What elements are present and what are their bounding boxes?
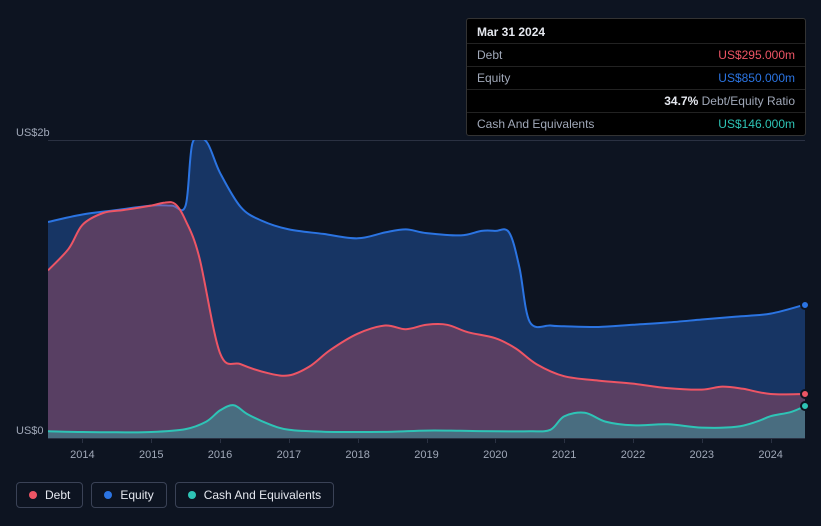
legend-label: Cash And Equivalents [204, 488, 321, 502]
x-axis-label: 2021 [552, 449, 576, 461]
x-axis-label: 2019 [414, 449, 438, 461]
endpoint-marker-cash-and-equivalents [800, 401, 810, 411]
x-axis-label: 2015 [139, 449, 163, 461]
legend-dot-icon [29, 491, 37, 499]
chart-plot [48, 140, 805, 438]
legend-label: Equity [120, 488, 153, 502]
x-axis-label: 2018 [345, 449, 369, 461]
legend-item-cash-and-equivalents[interactable]: Cash And Equivalents [175, 482, 334, 508]
x-tickmark [358, 438, 359, 443]
x-axis-label: 2017 [277, 449, 301, 461]
tooltip-value: US$146.000m [718, 117, 795, 131]
tooltip-row: EquityUS$850.000m [467, 67, 805, 90]
tooltip-label: Debt [477, 48, 718, 62]
x-tickmark [771, 438, 772, 443]
legend-item-debt[interactable]: Debt [16, 482, 83, 508]
y-axis-label: US$2b [16, 127, 50, 139]
x-tickmark [702, 438, 703, 443]
tooltip-date: Mar 31 2024 [467, 19, 805, 44]
tooltip-value: 34.7% Debt/Equity Ratio [664, 94, 795, 108]
x-axis-label: 2014 [70, 449, 94, 461]
x-axis-label: 2020 [483, 449, 507, 461]
tooltip-label: Equity [477, 71, 718, 85]
tooltip-label [477, 94, 664, 108]
tooltip-row: 34.7% Debt/Equity Ratio [467, 90, 805, 113]
legend-label: Debt [45, 488, 70, 502]
x-tickmark [427, 438, 428, 443]
x-axis-label: 2023 [690, 449, 714, 461]
legend-item-equity[interactable]: Equity [91, 482, 166, 508]
tooltip-label: Cash And Equivalents [477, 117, 718, 131]
tooltip-value: US$850.000m [718, 71, 795, 85]
legend-dot-icon [188, 491, 196, 499]
x-axis-label: 2022 [621, 449, 645, 461]
tooltip-row: DebtUS$295.000m [467, 44, 805, 67]
x-axis-label: 2024 [758, 449, 782, 461]
y-axis-label: US$0 [16, 425, 44, 437]
x-tickmark [82, 438, 83, 443]
x-axis-label: 2016 [208, 449, 232, 461]
x-tickmark [151, 438, 152, 443]
x-tickmark [564, 438, 565, 443]
tooltip-row: Cash And EquivalentsUS$146.000m [467, 113, 805, 135]
x-tickmark [495, 438, 496, 443]
x-tickmark [220, 438, 221, 443]
legend-dot-icon [104, 491, 112, 499]
tooltip-panel: Mar 31 2024 DebtUS$295.000mEquityUS$850.… [466, 18, 806, 136]
x-axis: 2014 2015 2016 2017 2018 2019 2020 2021 2022 2023… [48, 445, 805, 465]
x-tickmark [289, 438, 290, 443]
chart-container: Mar 31 2024 DebtUS$295.000mEquityUS$850.… [0, 0, 821, 526]
tooltip-value: US$295.000m [718, 48, 795, 62]
x-tickmark [633, 438, 634, 443]
legend: Debt Equity Cash And Equivalents [16, 482, 334, 508]
endpoint-marker-equity [800, 300, 810, 310]
endpoint-marker-debt [800, 389, 810, 399]
